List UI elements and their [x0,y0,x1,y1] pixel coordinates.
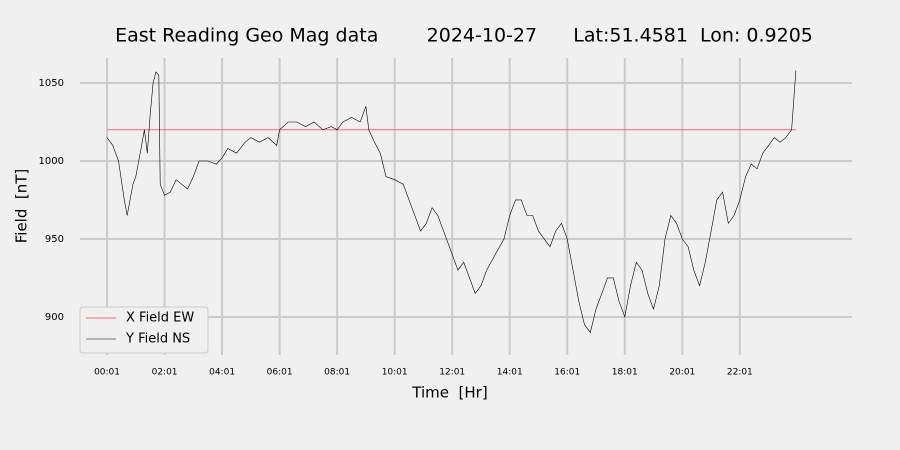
y-tick-label: 1050 [39,78,64,89]
y-tick-label: 900 [45,312,64,323]
x-tick-label: 02:01 [152,368,178,378]
series-line [106,70,797,334]
x-tick-label: 14:01 [497,368,523,378]
x-tick-label: 22:01 [727,368,753,378]
legend-label: Y Field NS [125,332,190,347]
legend-label: X Field EW [126,311,194,326]
x-tick-label: 10:01 [382,368,408,378]
y-tick-label: 950 [45,234,64,245]
x-tick-label: 06:01 [267,368,293,378]
chart-title: East Reading Geo Mag data 2024-10-27 Lat… [115,25,813,47]
x-tick-label: 12:01 [439,368,465,378]
y-tick-label: 1000 [39,156,64,167]
x-tick-label: 16:01 [554,368,580,378]
x-tick-label: 18:01 [612,368,638,378]
y-axis-label: Field [nT] [13,169,31,244]
x-tick-label: 08:01 [324,368,350,378]
x-tick-label: 00:01 [94,368,120,378]
x-axis-label: Time [Hr] [411,384,487,402]
x-tick-label: 20:01 [669,368,695,378]
x-tick-label: 04:01 [209,368,235,378]
